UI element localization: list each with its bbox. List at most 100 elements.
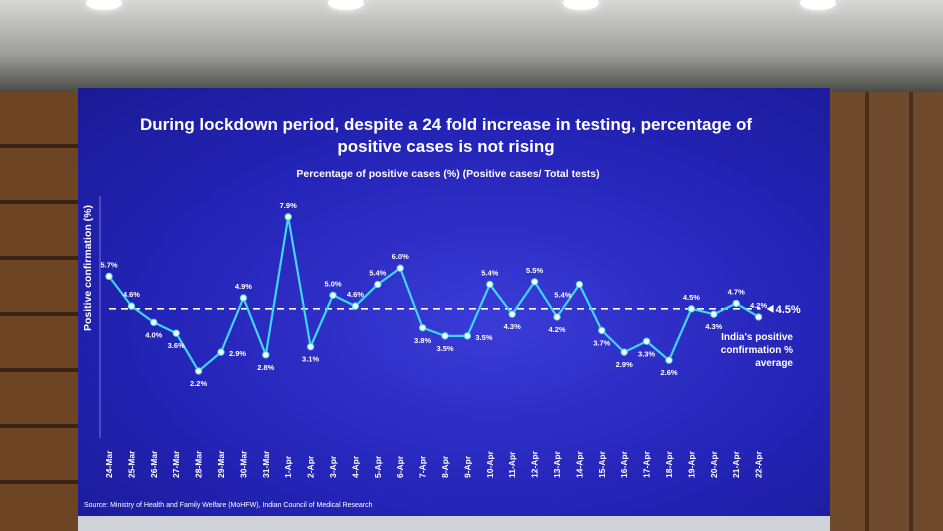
data-label: 4.2% bbox=[548, 325, 565, 334]
data-label: 2.9% bbox=[616, 360, 633, 369]
data-point bbox=[262, 351, 270, 359]
x-tick-label: 15-Apr bbox=[597, 450, 607, 478]
x-tick-label: 14-Apr bbox=[574, 450, 584, 478]
x-tick-label: 6-Apr bbox=[395, 455, 405, 478]
data-label: 3.8% bbox=[414, 336, 431, 345]
data-point bbox=[575, 280, 584, 289]
data-point bbox=[172, 329, 180, 337]
data-point bbox=[754, 313, 763, 321]
slide-title-normal: positive cases bbox=[337, 137, 458, 156]
data-point bbox=[396, 264, 404, 272]
data-label: 4.3% bbox=[705, 322, 722, 331]
x-tick-label: 1-Apr bbox=[283, 455, 293, 478]
slide-title-line-2: positive cases is not rising bbox=[337, 137, 554, 156]
x-tick-label: 2-Apr bbox=[306, 455, 316, 478]
x-tick-label: 16-Apr bbox=[619, 450, 629, 478]
data-point bbox=[306, 343, 315, 351]
x-tick-label: 7-Apr bbox=[418, 455, 428, 478]
data-point bbox=[351, 302, 360, 310]
data-label: 2.8% bbox=[257, 363, 274, 372]
data-point bbox=[239, 294, 248, 302]
data-point bbox=[486, 280, 494, 289]
data-label: 3.7% bbox=[593, 338, 610, 347]
data-label: 2.6% bbox=[660, 368, 677, 377]
data-label: 4.0% bbox=[145, 330, 162, 339]
ceiling bbox=[0, 0, 943, 92]
data-label: 5.4% bbox=[554, 290, 571, 299]
x-tick-label: 20-Apr bbox=[709, 450, 719, 478]
average-marker bbox=[766, 304, 774, 313]
x-tick-label: 30-Mar bbox=[238, 450, 248, 478]
x-tick-label: 24-Mar bbox=[104, 450, 114, 478]
data-point bbox=[620, 348, 628, 356]
data-label: 3.5% bbox=[475, 333, 492, 342]
x-tick-label: 17-Apr bbox=[642, 450, 652, 478]
x-tick-label: 13-Apr bbox=[552, 450, 562, 478]
average-value-label: 4.5% bbox=[776, 304, 801, 316]
data-point bbox=[687, 305, 696, 313]
x-tick-label: 28-Mar bbox=[194, 450, 204, 478]
x-tick-label: 27-Mar bbox=[171, 450, 181, 478]
data-label: 4.7% bbox=[728, 287, 745, 296]
data-point bbox=[150, 318, 158, 327]
x-tick-label: 18-Apr bbox=[664, 450, 674, 478]
data-label: 5.4% bbox=[481, 268, 498, 277]
data-label: 4.3% bbox=[504, 322, 521, 331]
data-point bbox=[710, 310, 718, 318]
data-label: 4.6% bbox=[347, 290, 364, 299]
y-axis-label: Positive confirmation (%) bbox=[82, 205, 94, 331]
ceiling-light bbox=[328, 0, 364, 10]
data-point bbox=[463, 332, 472, 340]
wall-panel-right bbox=[825, 92, 943, 531]
data-label: 5.5% bbox=[526, 266, 543, 275]
x-tick-label: 5-Apr bbox=[373, 455, 383, 478]
data-label: 7.9% bbox=[280, 201, 297, 210]
line-chart: During lockdown period, despite a 24 fol… bbox=[82, 115, 801, 509]
data-label: 2.9% bbox=[229, 349, 246, 358]
data-point bbox=[441, 332, 449, 340]
data-point bbox=[127, 302, 136, 310]
data-label: 4.2% bbox=[750, 301, 767, 310]
data-point bbox=[665, 356, 673, 364]
data-point bbox=[329, 291, 337, 299]
data-label: 3.5% bbox=[436, 344, 453, 353]
data-point bbox=[217, 348, 225, 356]
x-tick-label: 22-Apr bbox=[754, 450, 764, 478]
ceiling-light bbox=[86, 0, 122, 10]
data-point bbox=[418, 324, 427, 332]
x-tick-label: 26-Mar bbox=[149, 450, 159, 478]
data-point bbox=[553, 313, 561, 321]
x-tick-label: 29-Mar bbox=[216, 450, 226, 478]
data-label: 2.2% bbox=[190, 379, 207, 388]
average-caption-line: India's positive bbox=[721, 332, 793, 343]
data-label: 3.6% bbox=[168, 341, 185, 350]
data-label: 6.0% bbox=[392, 252, 409, 261]
ceiling-light bbox=[563, 0, 599, 10]
slide-title-line-1: During lockdown period, despite a 24 fol… bbox=[140, 115, 752, 134]
presentation-screen: During lockdown period, despite a 24 fol… bbox=[78, 88, 830, 516]
x-tick-label: 19-Apr bbox=[686, 450, 696, 478]
x-tick-label: 8-Apr bbox=[440, 455, 450, 478]
data-point bbox=[732, 299, 740, 308]
wall-panel-left bbox=[0, 92, 80, 531]
x-tick-label: 31-Mar bbox=[261, 450, 271, 478]
x-tick-label: 12-Apr bbox=[530, 450, 540, 478]
ceiling-light bbox=[800, 0, 836, 10]
average-caption-line: confirmation % bbox=[721, 345, 793, 356]
x-tick-label: 3-Apr bbox=[328, 455, 338, 478]
source-note: Source: Ministry of Health and Family We… bbox=[84, 502, 373, 509]
slide-title-emphasis: is not rising bbox=[458, 137, 554, 156]
data-point bbox=[284, 213, 292, 221]
series-line bbox=[108, 215, 760, 373]
x-tick-label: 25-Mar bbox=[126, 450, 136, 478]
plot-area: 4.5% India's positive confirmation % averag… bbox=[100, 201, 800, 478]
data-label: 5.7% bbox=[100, 260, 117, 269]
data-label: 3.1% bbox=[302, 355, 319, 364]
data-label: 5.0% bbox=[324, 279, 341, 288]
data-point bbox=[530, 278, 539, 286]
screen-bottom-strip bbox=[78, 516, 830, 531]
data-label: 4.9% bbox=[235, 282, 252, 291]
x-tick-label: 4-Apr bbox=[350, 455, 360, 478]
data-point bbox=[105, 272, 113, 281]
x-tick-label: 9-Apr bbox=[462, 455, 472, 478]
